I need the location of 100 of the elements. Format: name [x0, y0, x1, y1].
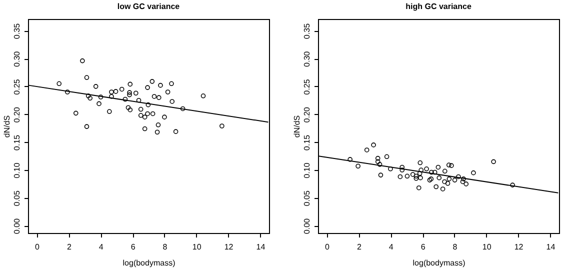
point [170, 99, 175, 104]
point [375, 156, 380, 161]
point [93, 84, 98, 89]
y-tick-label: 0.25 [302, 78, 312, 95]
point [442, 168, 448, 174]
point [348, 157, 352, 162]
x-tick-label: 8 [452, 242, 458, 252]
point [491, 159, 496, 164]
point [156, 122, 161, 128]
point [356, 164, 360, 169]
point [388, 166, 393, 172]
point [398, 174, 403, 180]
point [165, 90, 170, 94]
point [98, 94, 104, 100]
point [417, 170, 422, 176]
y-tick-label: 0.25 [12, 78, 22, 95]
point [142, 114, 148, 120]
point [429, 170, 434, 175]
point [432, 170, 438, 175]
point [169, 81, 174, 86]
point [414, 174, 419, 179]
point [122, 96, 128, 102]
x-axis-title: log(bodymass) [412, 258, 466, 268]
point [220, 124, 224, 128]
point [378, 172, 384, 178]
point [109, 94, 114, 99]
point [200, 94, 206, 98]
y-tick-label: 0.35 [302, 22, 312, 39]
point [133, 90, 138, 96]
point [371, 142, 376, 148]
point [84, 75, 90, 80]
y-tick-label: 0.05 [12, 190, 22, 206]
point [452, 178, 458, 182]
point [158, 82, 163, 88]
point [436, 164, 441, 170]
x-axis-title: log(bodymass) [122, 258, 176, 268]
point [416, 185, 422, 190]
point [145, 111, 150, 116]
point [424, 166, 429, 172]
point [445, 181, 450, 186]
point [106, 109, 112, 114]
point [456, 174, 461, 180]
y-tick-label: 0.30 [302, 50, 312, 67]
point [446, 176, 452, 182]
point [461, 176, 466, 182]
point [400, 168, 405, 172]
point [449, 163, 454, 168]
point [418, 175, 423, 180]
point [442, 179, 447, 184]
y-tick-label: 0.15 [12, 134, 22, 150]
point [400, 164, 405, 170]
point [436, 175, 442, 180]
x-tick-label: 6 [130, 242, 136, 252]
point [56, 81, 62, 86]
x-tick-label: 12 [514, 242, 524, 252]
point [162, 114, 167, 120]
point [377, 162, 382, 167]
point [138, 106, 144, 112]
point [410, 172, 416, 177]
y-tick-label: 0.35 [12, 22, 22, 39]
point [126, 105, 131, 110]
point [180, 106, 186, 112]
point [65, 90, 70, 94]
y-tick-label: 0.10 [12, 162, 22, 178]
point [113, 89, 118, 94]
y-tick-label: 0.15 [302, 134, 312, 150]
point [80, 58, 85, 64]
point [418, 160, 423, 166]
y-tick-label: 0.00 [302, 218, 312, 234]
point [88, 96, 92, 101]
y-axis-title: dN/dS [2, 115, 12, 138]
x-tick-label: 0 [325, 242, 330, 252]
point [156, 95, 162, 100]
y-tick-label: 0.05 [302, 190, 312, 206]
point [375, 159, 380, 164]
point [73, 110, 78, 116]
point [138, 113, 144, 118]
x-tick-label: 2 [66, 242, 72, 252]
point [510, 182, 515, 188]
point [150, 79, 155, 84]
point [84, 124, 90, 129]
point [384, 154, 390, 160]
point [414, 176, 419, 181]
x-tick-label: 4 [388, 242, 394, 252]
point [460, 179, 466, 184]
y-axis-title: dN/dS [292, 115, 302, 138]
point [404, 174, 410, 179]
x-tick-label: 10 [192, 242, 202, 252]
point [154, 130, 160, 135]
chart-title: low GC variance [117, 2, 180, 11]
point [127, 90, 132, 95]
point [146, 102, 151, 108]
point [364, 148, 370, 152]
point [418, 168, 424, 172]
x-tick-label: 0 [35, 242, 40, 252]
chart-title: high GC variance [406, 2, 472, 11]
point [173, 129, 178, 134]
y-tick-label: 0.10 [302, 162, 312, 178]
y-tick-label: 0.00 [12, 218, 22, 234]
x-tick-label: 10 [482, 242, 492, 252]
